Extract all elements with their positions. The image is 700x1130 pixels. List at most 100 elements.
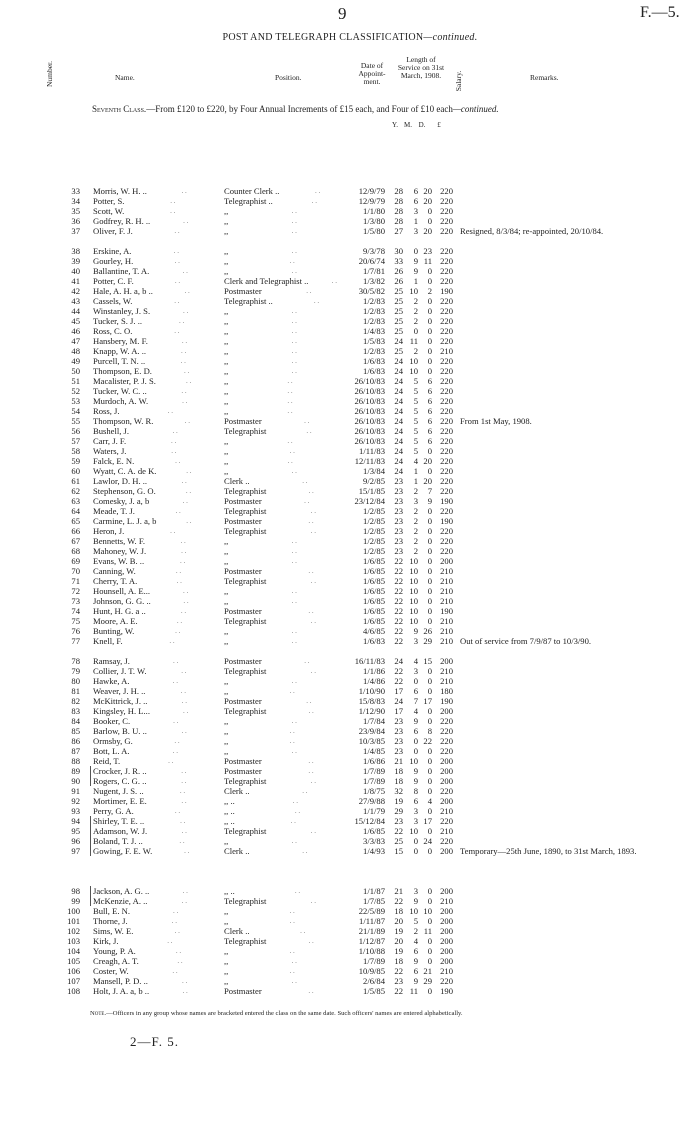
table-row: 60 Wyatt, C. A. de K.,, 1/3/84 24 1 0 220 . . . … [40, 466, 700, 476]
cell-num: 52 [71, 386, 80, 396]
cell-m: 5 [413, 386, 418, 396]
dot-leader: . . [182, 887, 188, 895]
cell-sal: 220 [440, 976, 453, 986]
cell-y: 25 [394, 326, 403, 336]
cell-y: 24 [394, 366, 403, 376]
cell-num: 78 [71, 656, 80, 666]
table-row: 52 Tucker, W. C. ..,, 26/10/83 24 5 6 220 . . . … [40, 386, 700, 396]
note-label: Note. [90, 1010, 107, 1017]
cell-sal: 200 [440, 776, 453, 786]
dot-leader: . . [291, 537, 297, 545]
page-reference: F.—5. [640, 4, 680, 21]
cell-y: 22 [394, 966, 403, 976]
cell-name: Young, P. A. [93, 946, 136, 956]
cell-num: 71 [71, 576, 80, 586]
cell-num: 105 [67, 956, 80, 966]
cell-pos: Clerk .. [224, 926, 250, 936]
cell-date: 1/7/89 [363, 956, 385, 966]
cell-m: 2 [413, 346, 418, 356]
cell-m: 5 [413, 426, 418, 436]
cell-sal: 190 [440, 986, 453, 996]
cell-sal: 220 [440, 396, 453, 406]
dot-leader: . . [291, 467, 297, 475]
cell-y: 22 [394, 556, 403, 566]
dot-leader: . . [183, 217, 189, 225]
cell-y: 17 [394, 686, 403, 696]
cell-date: 2/6/84 [363, 976, 385, 986]
dot-leader: . . [181, 727, 187, 735]
cell-y: 22 [394, 586, 403, 596]
dot-leader: . . [294, 887, 301, 895]
dot-leader: . . [172, 747, 179, 755]
cell-m: 2 [413, 306, 418, 316]
cell-name: Waters, J. [93, 446, 127, 456]
cell-m: 2 [413, 926, 418, 936]
cell-num: 92 [71, 796, 80, 806]
cell-name: Bushell, J. [93, 426, 130, 436]
dot-leader: . . [176, 617, 183, 625]
cell-d: 0 [427, 886, 432, 896]
cell-m: 4 [413, 656, 418, 666]
cell-name: Potter, S. [93, 196, 125, 206]
cell-num: 103 [67, 936, 80, 946]
table-row: 51 Macalister, P. J. S.,, 26/10/83 24 5 6 220.… [40, 376, 700, 386]
cell-name: Nugent, J. S. .. [93, 786, 144, 796]
cell-m: 9 [413, 976, 418, 986]
dot-leader: . . [311, 197, 318, 205]
cell-m: 0 [413, 246, 418, 256]
table-row: 77 Knell, F.,, 1/6/83 22 3 29 210 Out of servic… [40, 636, 700, 656]
cell-name: Lawlor, D. H. .. [93, 476, 148, 486]
cell-pos: ,, [224, 256, 229, 266]
dot-leader: . . [308, 767, 314, 775]
table-row: 63 Comesky, J. a, b Postmaster 23/12/84 23 3 9… [40, 496, 700, 506]
table-row: 83 Kingsley, H. L... Telegraphist 1/12/90 17… [40, 706, 700, 716]
cell-num: 72 [71, 586, 80, 596]
cell-d: 0 [427, 986, 432, 996]
dot-leader: . . [181, 827, 187, 835]
cell-name: Murdoch, A. W. [93, 396, 149, 406]
cell-date: 26/10/83 [354, 386, 385, 396]
cell-m: 0 [413, 846, 418, 856]
dot-leader: . . [306, 697, 312, 705]
table-row: 61 Lawlor, D. H. .. Clerk .. 9/2/85 23 1 20 220… [40, 476, 700, 486]
dot-leader: . . [291, 677, 297, 685]
cell-y: 22 [394, 676, 403, 686]
cell-name: Evans, W. B. .. [93, 556, 145, 566]
cell-pos: ,, [224, 376, 229, 386]
table-row: 59 Falck, E. N.,, 12/11/83 24 4 20 220 . . . . [40, 456, 700, 466]
cell-m: 1 [413, 276, 418, 286]
dot-leader: . . [183, 597, 189, 605]
cell-m: 9 [413, 626, 418, 636]
dot-leader: . . [183, 307, 189, 315]
cell-pos: ,, [224, 956, 229, 966]
dot-leader: . . [185, 487, 192, 495]
cell-date: 1/4/85 [363, 746, 385, 756]
cell-pos: ,, [224, 536, 229, 546]
cell-m: 10 [409, 596, 418, 606]
dot-leader: . . [315, 187, 321, 195]
cell-date: 1/10/90 [358, 686, 385, 696]
dot-leader: . . [176, 577, 182, 585]
cell-name: Knell, F. [93, 636, 123, 646]
cell-m: 6 [413, 196, 418, 206]
cell-y: 24 [394, 386, 403, 396]
cell-sal: 190 [440, 606, 453, 616]
cell-num: 58 [71, 446, 80, 456]
cell-num: 64 [71, 506, 80, 516]
dot-leader: . . [291, 957, 297, 965]
cell-d: 0 [427, 746, 432, 756]
cell-name: Boland, T. J. .. [90, 836, 143, 846]
cell-name: Perry, G. A. [93, 806, 134, 816]
cell-sal: 220 [440, 246, 453, 256]
cell-sal: 220 [440, 816, 453, 826]
dot-leader: . . [175, 507, 181, 515]
cell-num: 39 [71, 256, 80, 266]
table-row: 94 Shirley, T. E. .. ,, .. 15/12/84 23 3 17 220… [40, 816, 700, 826]
cell-date: 1/6/83 [363, 356, 385, 366]
cell-pos: ,, [224, 366, 229, 376]
cell-date: 27/9/88 [358, 796, 385, 806]
cell-pos: Telegraphist .. [224, 196, 273, 206]
cell-num: 53 [71, 396, 80, 406]
cell-pos: Postmaster [224, 766, 262, 776]
cell-d: 0 [427, 616, 432, 626]
